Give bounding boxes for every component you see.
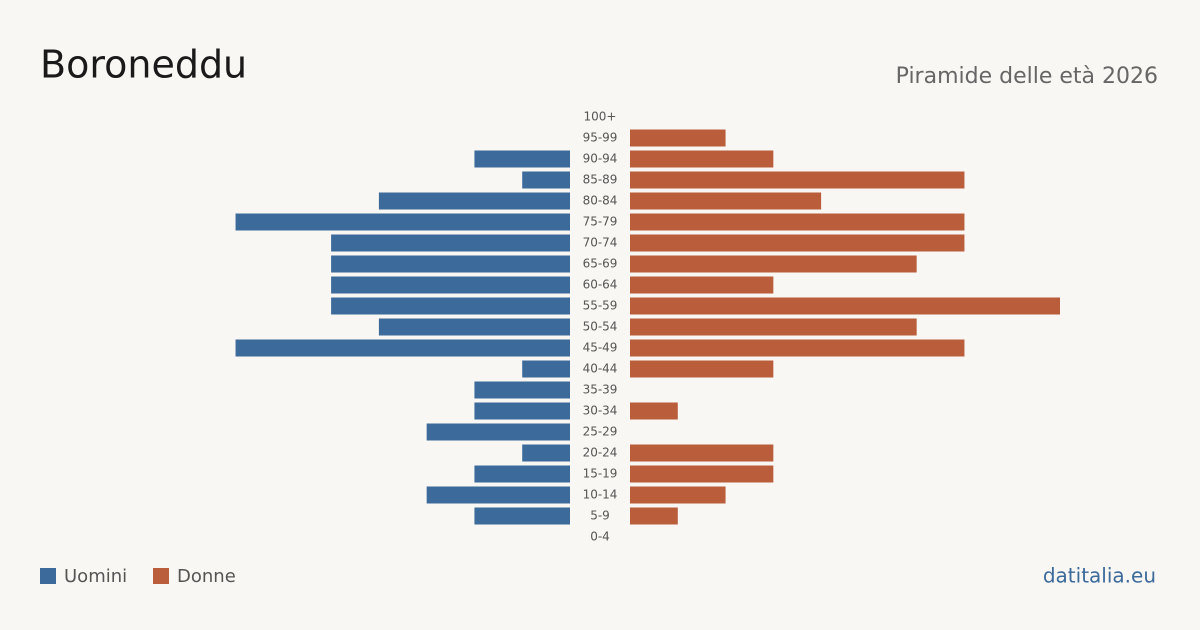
- bar-female: [630, 171, 965, 189]
- age-label: 10-14: [583, 488, 618, 502]
- age-label: 45-49: [583, 341, 618, 355]
- bar-female: [630, 234, 965, 252]
- legend-label: Donne: [177, 566, 236, 587]
- legend-swatch: [40, 568, 56, 584]
- bar-female: [630, 402, 678, 420]
- bar-male: [378, 318, 570, 336]
- age-label: 0-4: [590, 530, 610, 544]
- bar-male: [474, 381, 570, 399]
- bar-female: [630, 150, 774, 168]
- bar-male: [331, 297, 570, 315]
- age-label: 60-64: [583, 278, 618, 292]
- age-label: 30-34: [583, 404, 618, 418]
- source: datitalia.eu: [1043, 564, 1156, 588]
- bar-male: [331, 276, 570, 294]
- age-label: 40-44: [583, 362, 618, 376]
- age-label: 5-9: [590, 509, 610, 523]
- chart-title: Boroneddu: [40, 43, 247, 87]
- bar-male: [331, 255, 570, 273]
- chart-subtitle: Piramide delle età 2026: [896, 64, 1158, 89]
- bar-female: [630, 129, 726, 147]
- bar-male: [474, 465, 570, 483]
- bar-male: [474, 150, 570, 168]
- age-label: 50-54: [583, 320, 618, 334]
- legend-label: Uomini: [64, 566, 127, 587]
- age-label: 90-94: [583, 152, 618, 166]
- legend-swatch: [153, 568, 169, 584]
- age-label: 25-29: [583, 425, 618, 439]
- bar-male: [522, 360, 570, 378]
- bar-male: [474, 402, 570, 420]
- age-label: 65-69: [583, 257, 618, 271]
- age-label: 35-39: [583, 383, 618, 397]
- bar-male: [331, 234, 570, 252]
- age-label: 70-74: [583, 236, 618, 250]
- age-label: 95-99: [583, 131, 618, 145]
- bar-male: [378, 192, 570, 210]
- bar-female: [630, 255, 917, 273]
- bar-female: [630, 339, 965, 357]
- bar-female: [630, 360, 774, 378]
- bar-female: [630, 444, 774, 462]
- bar-female: [630, 318, 917, 336]
- bar-female: [630, 486, 726, 504]
- age-label: 55-59: [583, 299, 618, 313]
- bar-male: [522, 444, 570, 462]
- age-label: 85-89: [583, 173, 618, 187]
- age-label: 20-24: [583, 446, 618, 460]
- bar-female: [630, 297, 1060, 315]
- age-label: 15-19: [583, 467, 618, 481]
- bar-female: [630, 507, 678, 525]
- age-label: 100+: [584, 110, 617, 124]
- bar-male: [235, 339, 571, 357]
- age-label: 80-84: [583, 194, 618, 208]
- bar-male: [235, 213, 571, 231]
- bar-female: [630, 465, 774, 483]
- bar-female: [630, 213, 965, 231]
- bar-female: [630, 192, 822, 210]
- bar-male: [426, 486, 570, 504]
- age-label: 75-79: [583, 215, 618, 229]
- bar-male: [522, 171, 570, 189]
- bar-female: [630, 276, 774, 294]
- bar-male: [474, 507, 570, 525]
- bar-male: [426, 423, 570, 441]
